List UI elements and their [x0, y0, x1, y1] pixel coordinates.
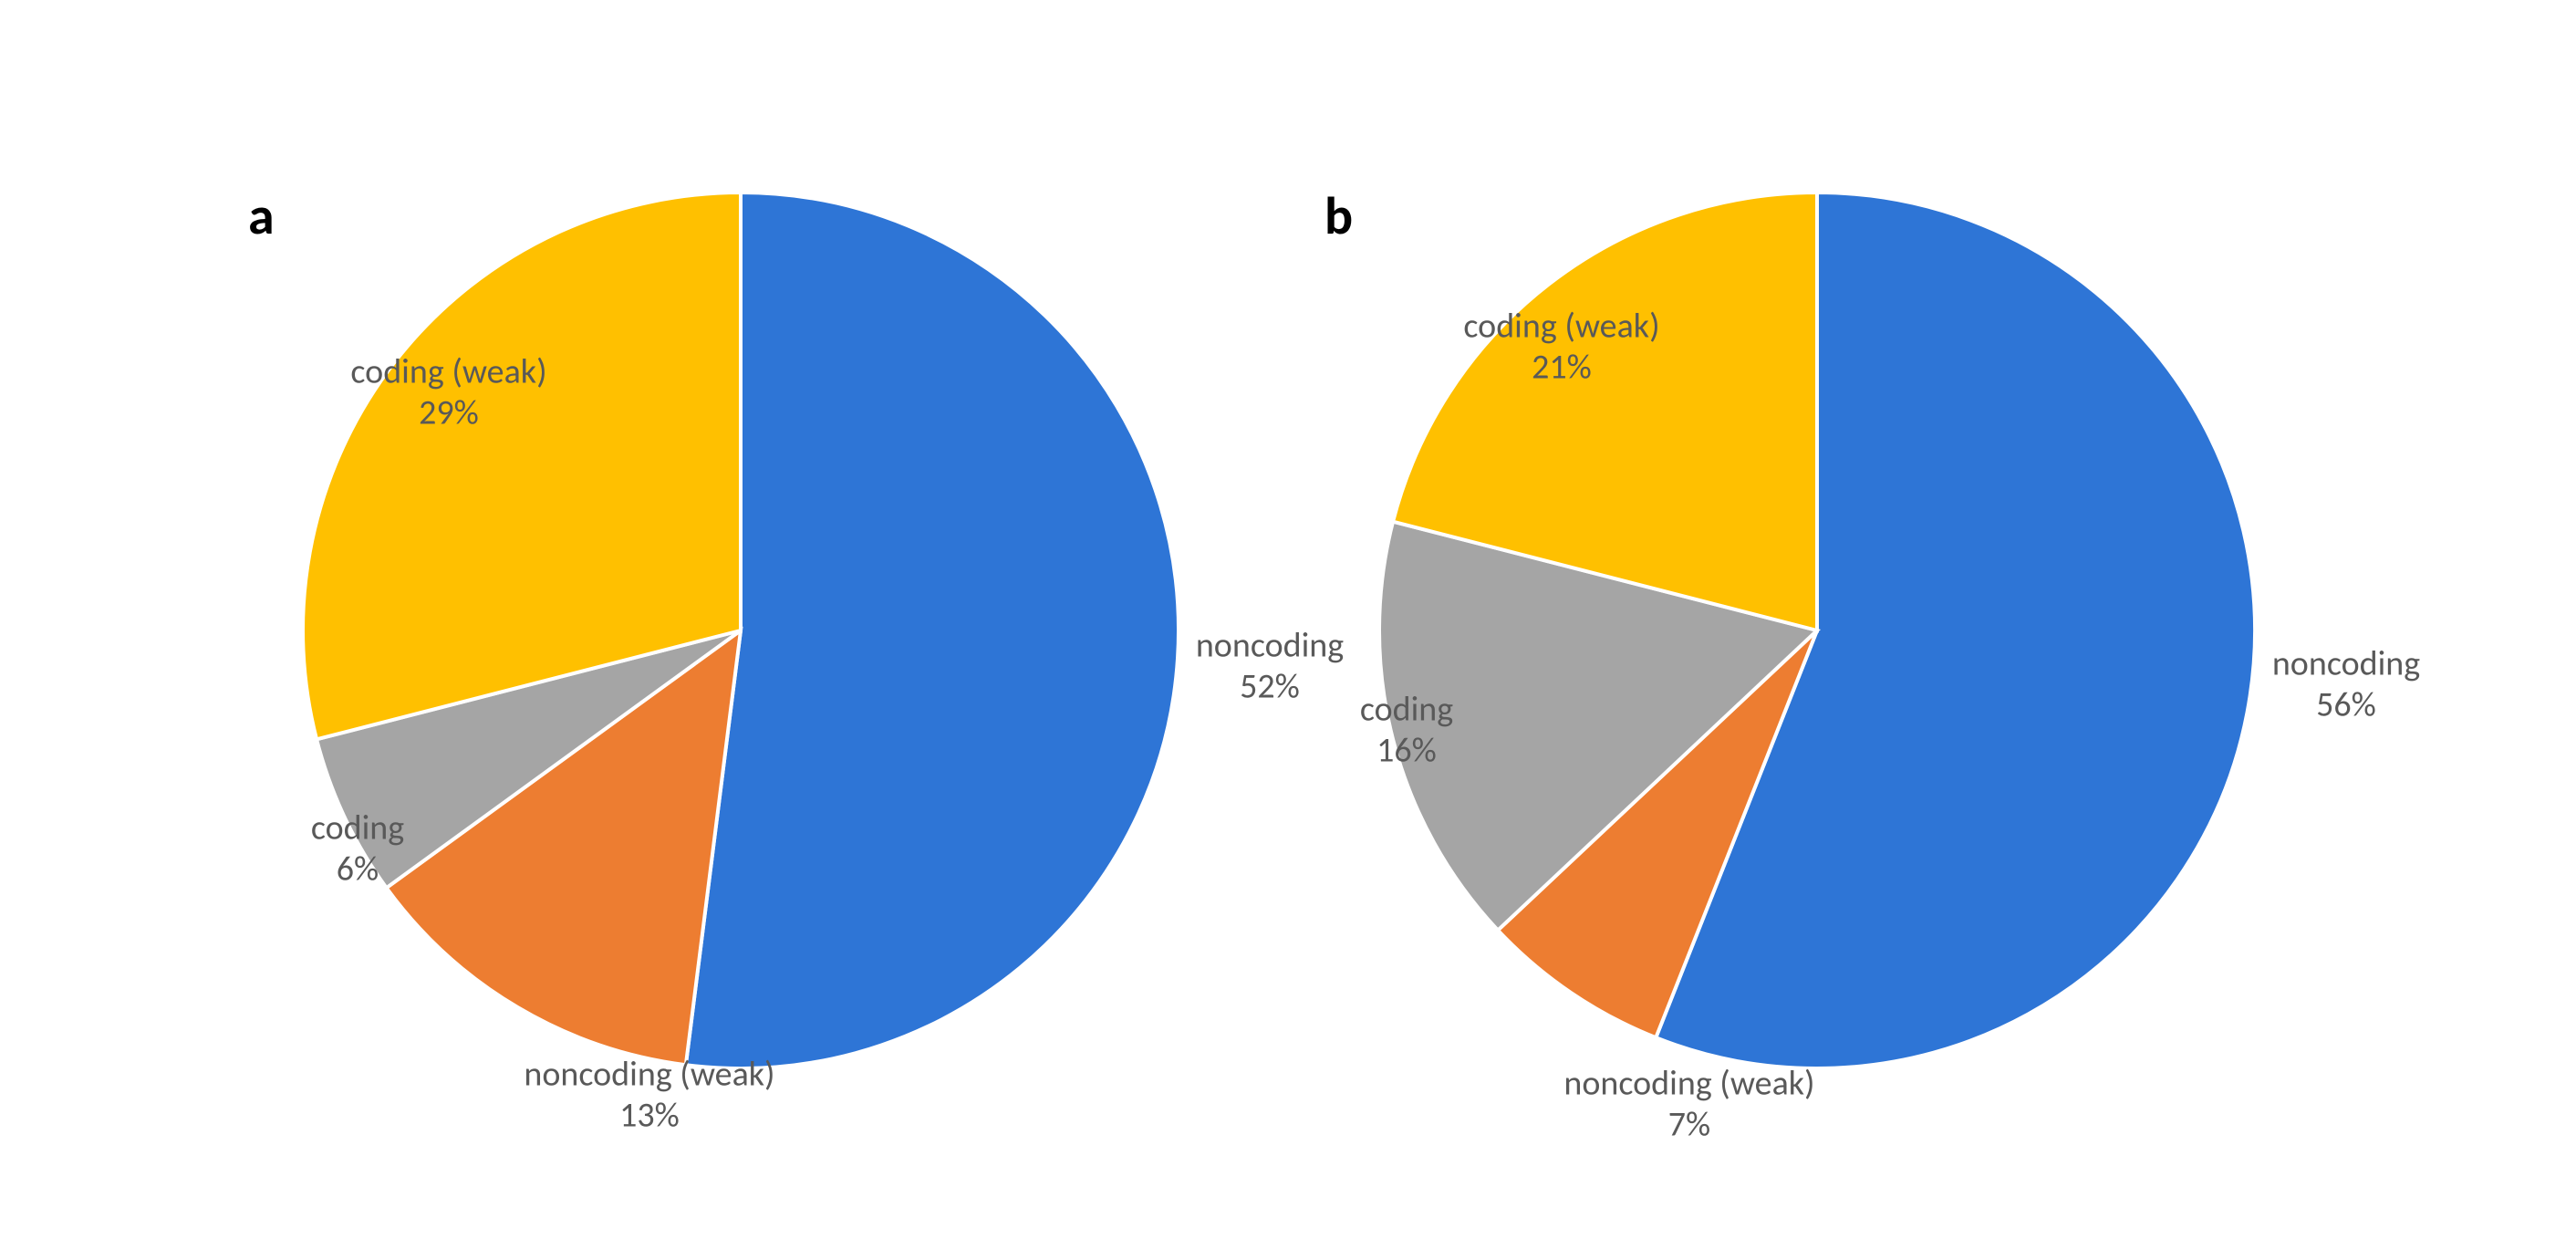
pie-chart: noncoding52%noncoding (weak)13%coding6%c… [303, 193, 1179, 1068]
slice-label-text: coding [311, 807, 404, 849]
slice-label-text: coding (weak) [350, 351, 546, 393]
slice-label: noncoding56% [2272, 643, 2420, 726]
slice-label-percent: 13% [524, 1096, 774, 1138]
slice-label: coding (weak)21% [1463, 306, 1659, 389]
pie-slice [686, 193, 1179, 1068]
slice-label-text: noncoding (weak) [1563, 1063, 1814, 1105]
slice-label: coding (weak)29% [350, 351, 546, 434]
slice-label-text: coding [1360, 689, 1453, 731]
panel-b: bnoncoding56%noncoding (weak)7%coding16%… [1379, 193, 2255, 1068]
slice-label: coding16% [1360, 689, 1453, 772]
slice-label-percent: 7% [1563, 1105, 1814, 1147]
panel-letter: a [248, 183, 275, 248]
slice-label-percent: 6% [311, 849, 404, 891]
panel-a: anoncoding52%noncoding (weak)13%coding6%… [303, 193, 1179, 1068]
slice-label-percent: 56% [2272, 685, 2420, 727]
slice-label: noncoding (weak)13% [524, 1054, 774, 1137]
pie-chart: noncoding56%noncoding (weak)7%coding16%c… [1379, 193, 2255, 1068]
slice-label: noncoding52% [1196, 625, 1344, 708]
slice-label: coding6% [311, 807, 404, 890]
slice-label: noncoding (weak)7% [1563, 1063, 1814, 1146]
slice-label-text: noncoding [2272, 643, 2420, 685]
slice-label-percent: 29% [350, 393, 546, 435]
slice-label-text: coding (weak) [1463, 306, 1659, 348]
slice-label-text: noncoding (weak) [524, 1054, 774, 1096]
figure-root: anoncoding52%noncoding (weak)13%coding6%… [266, 156, 2310, 1105]
panel-letter: b [1324, 183, 1353, 248]
slice-label-percent: 52% [1196, 667, 1344, 709]
slice-label-percent: 16% [1360, 731, 1453, 773]
slice-label-percent: 21% [1463, 348, 1659, 390]
slice-label-text: noncoding [1196, 625, 1344, 667]
